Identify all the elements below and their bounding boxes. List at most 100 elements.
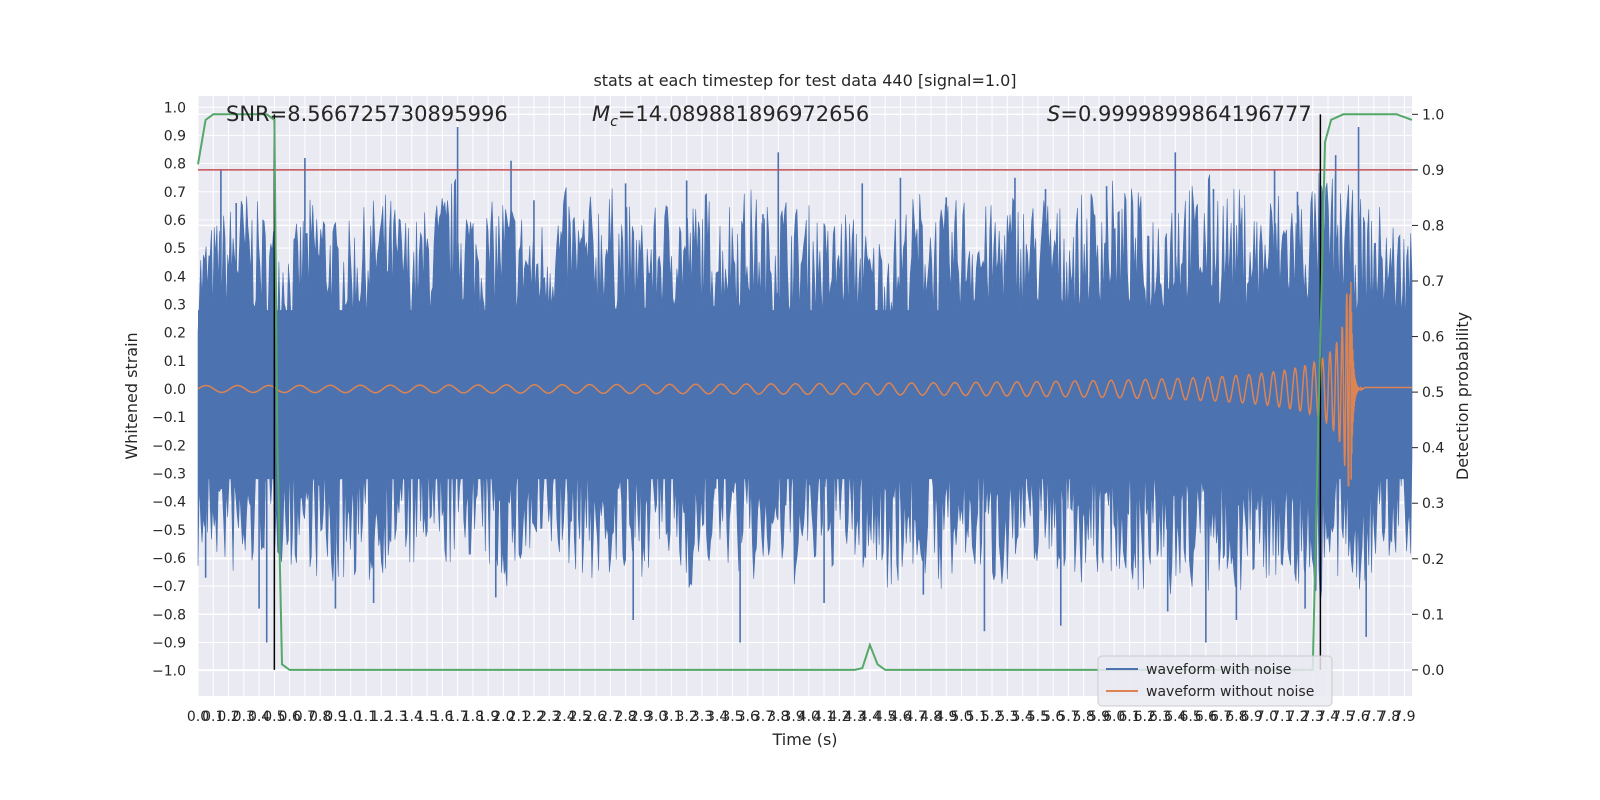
x-tick-label: 2.9 xyxy=(630,709,652,725)
x-tick-label: 2.3 xyxy=(538,709,560,725)
x-tick-label: 4.1 xyxy=(813,709,835,725)
x-tick-labels: 0.00.10.20.30.40.50.60.70.80.91.01.11.21… xyxy=(187,709,1416,725)
x-tick-label: 3.7 xyxy=(752,709,774,725)
x-tick-label: 4.7 xyxy=(905,709,927,725)
x-tick-label: 2.6 xyxy=(584,709,606,725)
x-tick-label: 3.0 xyxy=(645,709,667,725)
x-tick-label: 3.9 xyxy=(782,709,804,725)
detection-probability-line xyxy=(197,113,1413,671)
x-tick-label: 6.6 xyxy=(1195,709,1217,725)
x-tick-label: 0.6 xyxy=(278,709,300,725)
x-tick-label: 5.4 xyxy=(1011,709,1033,725)
y-axis-label-left: Whitened strain xyxy=(122,332,141,459)
x-tick-label: 1.5 xyxy=(416,709,438,725)
y-right-tick-label: 0.6 xyxy=(1422,330,1444,346)
y-left-tick-label: 0.2 xyxy=(164,326,186,342)
y-left-tick-label: 1.0 xyxy=(164,100,186,116)
x-tick-label: 1.2 xyxy=(370,709,392,725)
annotation-chirp-mass: Mc=14.089881896972656 xyxy=(592,102,869,130)
y-right-tick-label: 0.9 xyxy=(1422,163,1444,179)
y-left-tick-label: 0.9 xyxy=(164,128,186,144)
x-tick-label: 1.0 xyxy=(340,709,362,725)
y-right-tick-label: 0.1 xyxy=(1422,607,1444,623)
chart-title: stats at each timestep for test data 440… xyxy=(593,71,1016,90)
x-tick-label: 3.1 xyxy=(660,709,682,725)
y-left-tick-label: 0.1 xyxy=(164,354,186,370)
y-left-tick-label: −0.9 xyxy=(152,635,186,651)
x-tick-label: 5.9 xyxy=(1088,709,1110,725)
x-tick-label: 6.9 xyxy=(1241,709,1263,725)
x-tick-label: 3.4 xyxy=(706,709,728,725)
x-tick-label: 6.8 xyxy=(1225,709,1247,725)
annotation-snr: SNR=8.566725730895996 xyxy=(226,102,508,126)
x-tick-label: 1.4 xyxy=(401,709,423,725)
x-tick-label: 3.3 xyxy=(691,709,713,725)
x-tick-label: 7.3 xyxy=(1302,709,1324,725)
x-tick-label: 5.1 xyxy=(966,709,988,725)
x-tick-label: 3.6 xyxy=(737,709,759,725)
y-right-tick-label: 0.5 xyxy=(1422,385,1444,401)
y-left-tick-label: 0.3 xyxy=(164,297,186,313)
y-right-tick-label: 0.2 xyxy=(1422,552,1444,568)
x-tick-label: 6.0 xyxy=(1103,709,1125,725)
x-tick-label: 2.5 xyxy=(569,709,591,725)
x-tick-label: 6.5 xyxy=(1179,709,1201,725)
y-left-tick-label: 0.6 xyxy=(164,213,186,229)
y-right-tick-label: 0.3 xyxy=(1422,496,1444,512)
x-tick-label: 2.7 xyxy=(599,709,621,725)
x-tick-label: 3.2 xyxy=(676,709,698,725)
y-left-tick-label: 0.4 xyxy=(164,269,186,285)
legend-box xyxy=(1097,655,1333,707)
x-tick-label: 7.2 xyxy=(1286,709,1308,725)
x-tick-label: 4.0 xyxy=(798,709,820,725)
x-tick-label: 5.7 xyxy=(1057,709,1079,725)
y-left-tick-labels: −1.0 −0.9 −0.8 −0.7 −0.6 −0.5 −0.4 −0.3 −0.2 −0.1… xyxy=(152,100,186,679)
x-tick-label: 6.1 xyxy=(1118,709,1140,725)
y-left-tick-label: −1.0 xyxy=(152,664,186,680)
y-left-tick-label: −0.2 xyxy=(152,438,186,454)
x-tick-label: 7.5 xyxy=(1332,709,1354,725)
x-tick-label: 5.6 xyxy=(1042,709,1064,725)
y-left-tick-label: −0.5 xyxy=(152,523,186,539)
x-tick-label: 7.6 xyxy=(1347,709,1369,725)
x-tick-label: 6.7 xyxy=(1210,709,1232,725)
legend: waveform with noise waveform without noi… xyxy=(1097,655,1333,707)
x-tick-label: 1.1 xyxy=(355,709,377,725)
x-tick-label: 5.8 xyxy=(1073,709,1095,725)
x-tick-label: 6.2 xyxy=(1134,709,1156,725)
y-left-tick-label: −0.6 xyxy=(152,551,186,567)
x-tick-label: 0.2 xyxy=(217,709,239,725)
y-right-tick-label: 0.0 xyxy=(1422,663,1444,679)
y-left-tick-label: −0.1 xyxy=(152,410,186,426)
x-tick-label: 1.6 xyxy=(431,709,453,725)
x-tick-label: 2.8 xyxy=(614,709,636,725)
x-tick-label: 6.3 xyxy=(1149,709,1171,725)
x-tick-label: 5.2 xyxy=(981,709,1003,725)
y-right-tick-label: 0.4 xyxy=(1422,441,1444,457)
annotation-score: S=0.9999899864196777 xyxy=(1047,102,1312,126)
x-tick-label: 5.3 xyxy=(996,709,1018,725)
y-left-tick-label: 0.5 xyxy=(164,241,186,257)
x-tick-label: 4.8 xyxy=(920,709,942,725)
legend-label-noise: waveform with noise xyxy=(1146,662,1291,678)
series-waveform-with-noise xyxy=(197,126,1413,643)
clean-waveform-line xyxy=(197,281,1412,487)
y-right-tick-label: 1.0 xyxy=(1422,107,1444,123)
y-left-tick-label: 0.7 xyxy=(164,185,186,201)
x-tick-label: 1.9 xyxy=(477,709,499,725)
x-tick-label: 7.9 xyxy=(1393,709,1415,725)
x-tick-label: 4.6 xyxy=(889,709,911,725)
x-tick-label: 0.4 xyxy=(248,709,270,725)
x-tick-label: 7.4 xyxy=(1317,709,1339,725)
y-axis-label-right: Detection probability xyxy=(1453,312,1472,480)
x-tick-label: 2.1 xyxy=(508,709,530,725)
x-tick-label: 2.2 xyxy=(523,709,545,725)
x-tick-label: 4.4 xyxy=(859,709,881,725)
x-tick-label: 7.1 xyxy=(1271,709,1293,725)
legend-label-clean: waveform without noise xyxy=(1146,684,1314,700)
x-tick-label: 0.0 xyxy=(187,709,209,725)
x-tick-label: 0.3 xyxy=(233,709,255,725)
x-tick-label: 5.5 xyxy=(1027,709,1049,725)
x-tick-label: 1.8 xyxy=(462,709,484,725)
